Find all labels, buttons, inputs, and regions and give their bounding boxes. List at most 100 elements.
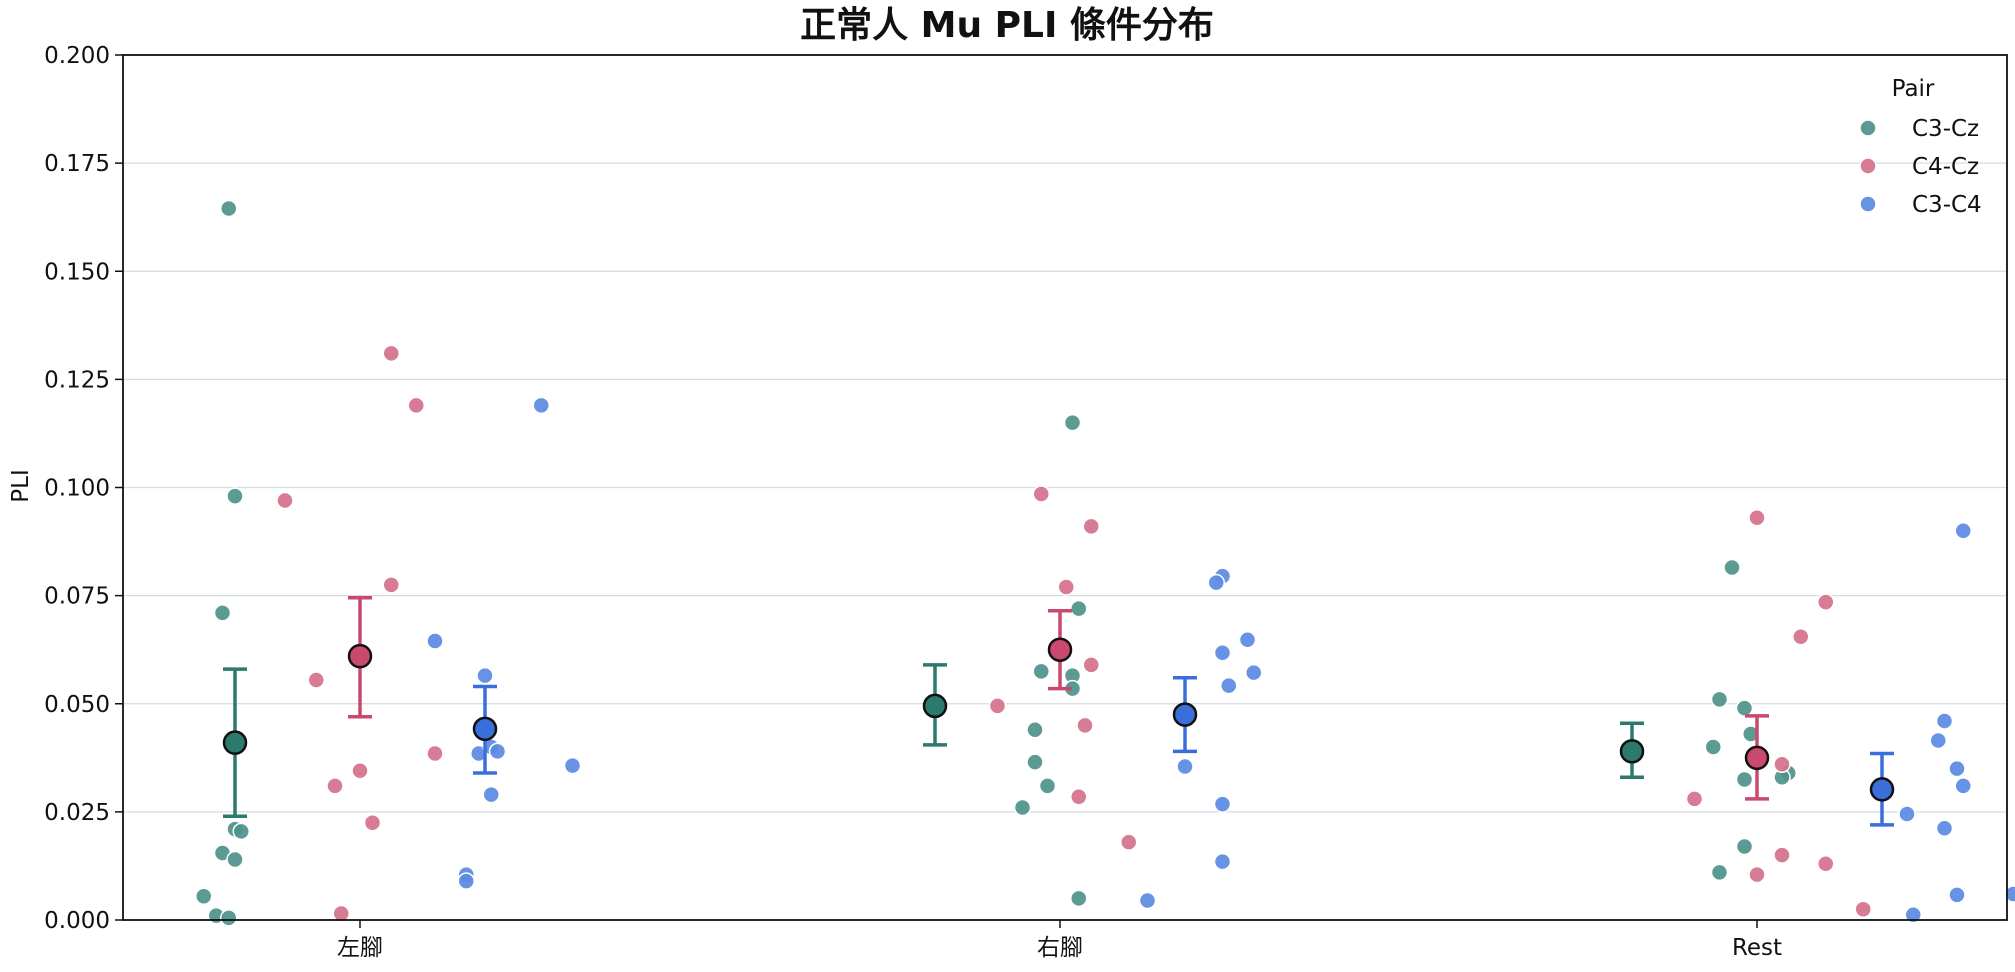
data-point — [1245, 663, 1263, 682]
data-point — [332, 904, 350, 923]
data-point — [1120, 833, 1138, 851]
data-point — [426, 744, 444, 763]
data-point — [1948, 759, 1966, 778]
data-point — [1070, 599, 1088, 618]
data-point — [1735, 770, 1754, 789]
data-point — [488, 742, 507, 761]
data-point — [1710, 863, 1729, 882]
mean-marker — [1047, 637, 1073, 662]
data-point — [1032, 662, 1050, 681]
data-point — [1082, 517, 1100, 536]
data-point — [1057, 578, 1075, 596]
y-tick-label: 0.050 — [44, 692, 110, 718]
data-point — [1685, 790, 1704, 808]
y-tick-label: 0.075 — [44, 584, 110, 610]
data-point — [1904, 906, 1922, 924]
data-point — [307, 671, 325, 689]
y-axis-label: PLI — [8, 469, 34, 502]
data-point — [1735, 699, 1754, 717]
mean-marker — [222, 730, 248, 755]
legend-label: C3-Cz — [1912, 116, 1979, 142]
legend-marker — [1859, 195, 1877, 213]
data-point — [1773, 846, 1791, 864]
data-point — [1735, 837, 1754, 856]
data-point — [1792, 627, 1810, 646]
mean-marker — [1619, 739, 1645, 764]
data-point — [1213, 795, 1232, 813]
data-point — [1773, 755, 1791, 774]
data-point — [1026, 753, 1044, 771]
data-point — [1013, 798, 1032, 817]
y-tick-label: 0.100 — [44, 476, 110, 502]
data-point — [351, 762, 369, 780]
axes: 0.000 0.025 0.050 0.075 0.100 0.125 0.150 0.175… — [44, 43, 2008, 961]
data-point — [1929, 731, 1947, 750]
data-point — [1213, 643, 1232, 662]
legend-marker — [1859, 119, 1877, 137]
data-point — [1082, 656, 1100, 674]
data-point — [1207, 573, 1225, 592]
data-point — [1935, 819, 1954, 838]
mean-marker — [1744, 745, 1770, 771]
chart-title: 正常人 Mu PLI 條件分布 — [800, 5, 1214, 46]
y-tick-label: 0.200 — [44, 43, 110, 69]
data-point — [1710, 690, 1729, 709]
data-point — [1038, 777, 1057, 795]
data-point — [1723, 558, 1741, 577]
data-point — [195, 887, 213, 905]
x-tick-label: 右腳 — [1037, 935, 1083, 961]
data-point — [1238, 630, 1257, 649]
y-tick-label: 0.025 — [44, 800, 110, 826]
y-tick-label: 0.175 — [44, 151, 110, 177]
data-point — [363, 813, 382, 832]
data-point — [220, 199, 238, 218]
data-point — [563, 756, 582, 775]
y-tick-label: 0.150 — [44, 259, 110, 285]
data-point — [426, 632, 444, 650]
data-points — [195, 199, 2015, 927]
data-point — [1954, 522, 1972, 540]
mean-marker — [922, 693, 948, 719]
y-tick-label: 0.125 — [44, 367, 110, 393]
data-point — [1898, 805, 1916, 823]
data-point — [1063, 413, 1082, 432]
data-point — [1213, 852, 1232, 871]
x-tick-label: Rest — [1732, 935, 1782, 961]
legend-label: C3-C4 — [1912, 192, 1982, 218]
data-point — [1817, 855, 1835, 873]
mean-marker — [347, 643, 373, 669]
mean-marker — [1869, 777, 1895, 802]
y-tick-label: 0.000 — [44, 908, 110, 934]
legend: Pair C3-Cz C4-Cz C3-C4 — [1859, 76, 1982, 218]
data-point — [476, 666, 494, 685]
data-point — [1748, 509, 1766, 527]
data-point — [226, 850, 244, 869]
legend-marker — [1859, 157, 1877, 175]
data-point — [1854, 900, 1872, 918]
legend-title: Pair — [1892, 76, 1935, 102]
data-point — [276, 491, 294, 510]
data-point — [382, 576, 400, 594]
data-point — [457, 872, 475, 890]
data-point — [1026, 720, 1044, 739]
data-point — [220, 909, 238, 927]
data-point — [1817, 593, 1835, 611]
data-point — [532, 396, 550, 415]
mean-marker — [472, 716, 498, 742]
data-point — [1032, 485, 1050, 503]
mean-marker — [1172, 702, 1198, 727]
data-point — [226, 487, 244, 505]
data-point — [1704, 738, 1722, 756]
data-point — [1070, 787, 1088, 806]
x-tick-label: 左腳 — [337, 935, 383, 961]
data-point — [1220, 676, 1238, 695]
data-point — [1948, 886, 1966, 904]
data-point — [988, 697, 1007, 715]
data-point — [326, 777, 344, 795]
data-point — [1954, 777, 1972, 795]
data-point — [1138, 891, 1157, 910]
data-point — [1076, 716, 1094, 735]
data-point — [407, 396, 425, 415]
data-point — [1748, 865, 1766, 884]
